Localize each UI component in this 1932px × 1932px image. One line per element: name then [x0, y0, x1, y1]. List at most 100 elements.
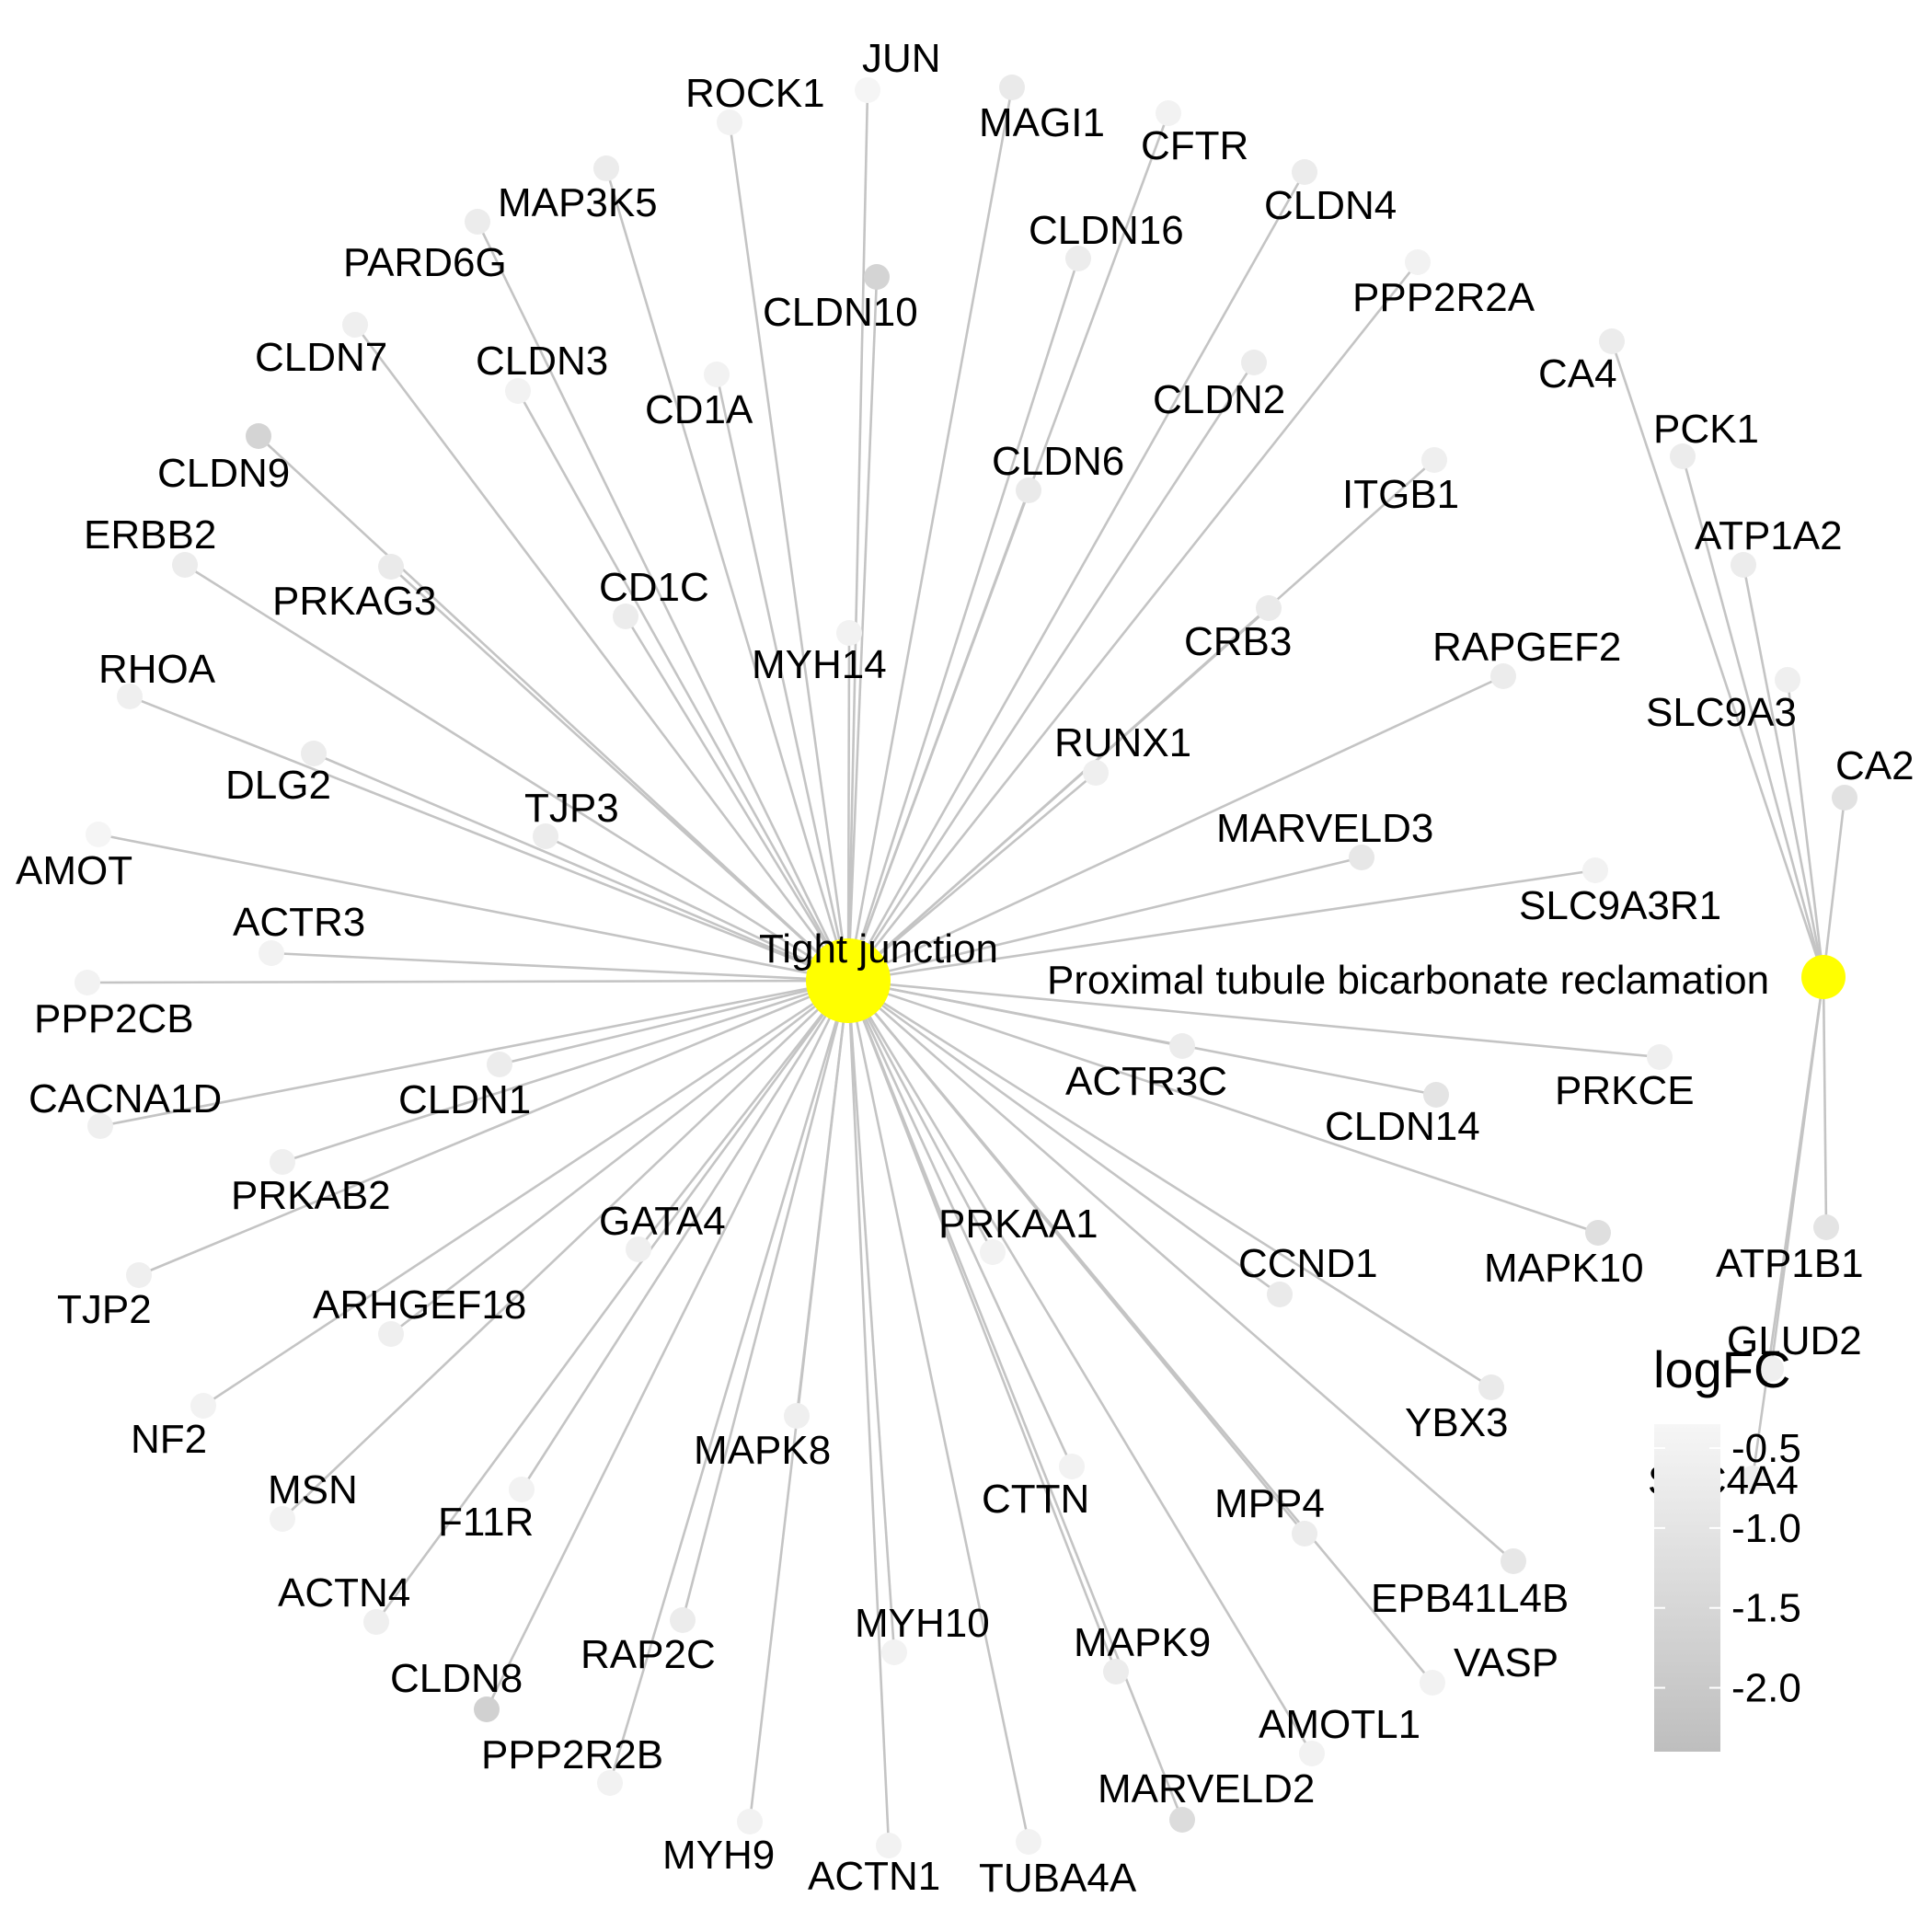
gene-node-f11r — [509, 1477, 535, 1502]
gene-node-dlg2 — [301, 741, 327, 766]
edge-tight-myh9 — [748, 980, 850, 1823]
gene-label-amotl1: AMOTL1 — [1259, 1702, 1420, 1747]
gene-label-map3k5: MAP3K5 — [498, 180, 658, 225]
edge-tight-cttn — [846, 980, 1074, 1467]
gene-node-atp1a2 — [1731, 552, 1756, 578]
edge-tight-amot — [98, 833, 849, 983]
edge-tight-cldn9 — [258, 435, 849, 982]
gene-label-f11r: F11R — [438, 1500, 534, 1545]
gene-label-tuba4a: TUBA4A — [979, 1856, 1137, 1901]
gene-label-vasp: VASP — [1454, 1640, 1558, 1685]
edge-tight-prkce — [847, 979, 1661, 1059]
edge-tight-nf2 — [202, 979, 849, 1408]
edge-tight-cldn16 — [846, 258, 1080, 982]
gene-label-tjp2: TJP2 — [57, 1287, 152, 1332]
edge-tight-cldn8 — [485, 980, 850, 1710]
gene-label-atp1a2: ATP1A2 — [1695, 513, 1843, 558]
edge-tight-cldn2 — [846, 362, 1256, 982]
gene-node-slc9a3 — [1775, 667, 1800, 693]
gene-label-cftr: CFTR — [1141, 123, 1248, 168]
gene-label-cldn3: CLDN3 — [476, 339, 608, 384]
edge-tight-ppp2r2a — [846, 261, 1420, 982]
gene-node-myh10 — [881, 1639, 907, 1665]
gene-node-vasp — [1420, 1670, 1445, 1696]
gene-node-cldn4 — [1292, 159, 1317, 185]
edge-tight-prkaa1 — [846, 980, 995, 1253]
edge-tight-cd1c — [624, 615, 850, 982]
gene-node-myh9 — [737, 1809, 763, 1834]
gene-node-prkce — [1647, 1044, 1673, 1070]
gene-label-amot: AMOT — [16, 848, 132, 893]
gene-node-tjp3 — [533, 823, 558, 849]
logfc-legend: logFC -0.5 -1.0 -1.5 -2.0 — [1653, 1340, 1801, 1752]
gene-label-pck1: PCK1 — [1653, 407, 1759, 452]
gene-node-pck1 — [1670, 443, 1696, 469]
gene-label-myh10: MYH10 — [855, 1601, 990, 1646]
gene-node-mapk8 — [784, 1403, 810, 1429]
gene-label-mapk10: MAPK10 — [1484, 1246, 1644, 1291]
gene-label-cldn4: CLDN4 — [1264, 183, 1397, 228]
gene-node-actr3c — [1169, 1033, 1195, 1059]
edge-tight-cd1a — [715, 374, 850, 982]
labels-layer: ROCK1 JUN MAGI1 CFTR CLDN4 MAP3K5 CLDN16 PARD6G… — [16, 36, 1915, 1901]
gene-node-gata4 — [626, 1236, 651, 1262]
edge-tight-cldn10 — [846, 276, 879, 982]
gene-node-prkag3 — [378, 554, 404, 580]
gene-label-ppp2r2a: PPP2R2A — [1352, 275, 1535, 320]
gene-label-prkag3: PRKAG3 — [272, 579, 437, 624]
gene-label-glud2: GLUD2 — [1727, 1318, 1862, 1363]
gene-label-ccnd1: CCND1 — [1238, 1241, 1378, 1286]
gene-label-myh14: MYH14 — [752, 642, 887, 687]
gene-label-cd1c: CD1C — [599, 565, 709, 610]
gene-node-ppp2cb — [75, 970, 100, 995]
legend-ticks: -0.5 -1.0 -1.5 -2.0 — [1654, 1426, 1801, 1711]
gene-node-pard6g — [465, 209, 490, 235]
gene-node-ybx3 — [1478, 1374, 1504, 1400]
gene-label-gata4: GATA4 — [599, 1199, 726, 1244]
gene-label-marveld2: MARVELD2 — [1098, 1766, 1315, 1811]
gene-node-amot — [86, 822, 111, 847]
gene-node-mpp4 — [1292, 1521, 1317, 1547]
gene-node-cldn9 — [246, 423, 271, 449]
gene-node-marveld3 — [1349, 845, 1374, 870]
edge-tight-marveld2 — [846, 980, 1184, 1821]
gene-node-actn4 — [363, 1609, 389, 1635]
gene-label-mpp4: MPP4 — [1214, 1481, 1325, 1526]
gene-label-cldn16: CLDN16 — [1029, 208, 1184, 253]
gene-label-ppp2r2b: PPP2R2B — [481, 1732, 663, 1777]
gene-node-ppp2r2b — [597, 1770, 623, 1796]
gene-label-ybx3: YBX3 — [1405, 1400, 1509, 1445]
gene-label-cldn14: CLDN14 — [1325, 1104, 1480, 1149]
gene-label-cldn2: CLDN2 — [1153, 377, 1285, 422]
gene-node-rapgef2 — [1490, 663, 1516, 689]
gene-label-cldn10: CLDN10 — [763, 290, 918, 335]
edge-tight-marveld3 — [847, 856, 1363, 983]
gene-label-mapk9: MAPK9 — [1074, 1620, 1211, 1665]
gene-node-map3k5 — [593, 155, 619, 181]
gene-node-cldn7 — [342, 312, 368, 338]
edge-tight-cldn7 — [353, 324, 850, 982]
edge-tight-pard6g — [476, 221, 850, 982]
gene-label-epb41l4b: EPB41L4B — [1371, 1576, 1569, 1621]
gene-node-epb41l4b — [1501, 1548, 1526, 1574]
edge-tight-cldn4 — [846, 171, 1306, 982]
edge-tight-tuba4a — [846, 980, 1030, 1843]
edge-tight-prkab2 — [282, 979, 849, 1164]
legend-tick-label: -2.0 — [1731, 1666, 1801, 1711]
gene-node-cldn2 — [1241, 350, 1267, 375]
legend-tick-label: -0.5 — [1731, 1426, 1801, 1471]
gene-node-cftr — [1156, 100, 1181, 126]
edge-tight-epb41l4b — [847, 980, 1514, 1562]
gene-label-actn4: ACTN4 — [278, 1570, 410, 1616]
gene-label-nf2: NF2 — [131, 1417, 207, 1462]
gene-node-actn1 — [876, 1833, 902, 1858]
gene-node-glud2 — [1758, 1356, 1784, 1382]
gene-node-slc9a3r1 — [1582, 857, 1608, 883]
gene-label-cd1a: CD1A — [645, 387, 753, 432]
gene-node-slc4a4 — [1740, 1466, 1765, 1491]
legend-title: logFC — [1653, 1340, 1790, 1398]
edge-tight-erbb2 — [184, 563, 849, 983]
edge-tight-crb3 — [847, 607, 1270, 982]
gene-label-atp1b1: ATP1B1 — [1716, 1241, 1864, 1286]
